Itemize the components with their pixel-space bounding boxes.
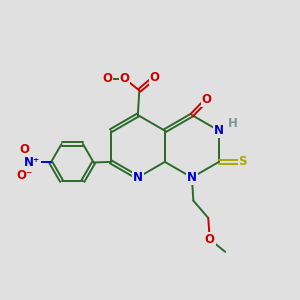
- Text: O: O: [119, 72, 130, 85]
- Text: N⁺: N⁺: [24, 156, 40, 169]
- Text: O: O: [20, 143, 30, 156]
- Text: O: O: [102, 72, 112, 85]
- Text: O⁻: O⁻: [16, 169, 32, 182]
- Text: N: N: [187, 171, 197, 184]
- Text: N: N: [133, 171, 143, 184]
- Text: O: O: [150, 71, 160, 84]
- Text: O: O: [205, 233, 215, 246]
- Text: S: S: [238, 155, 247, 168]
- Text: O: O: [202, 93, 212, 106]
- Text: H: H: [228, 117, 238, 130]
- Text: N: N: [214, 124, 224, 137]
